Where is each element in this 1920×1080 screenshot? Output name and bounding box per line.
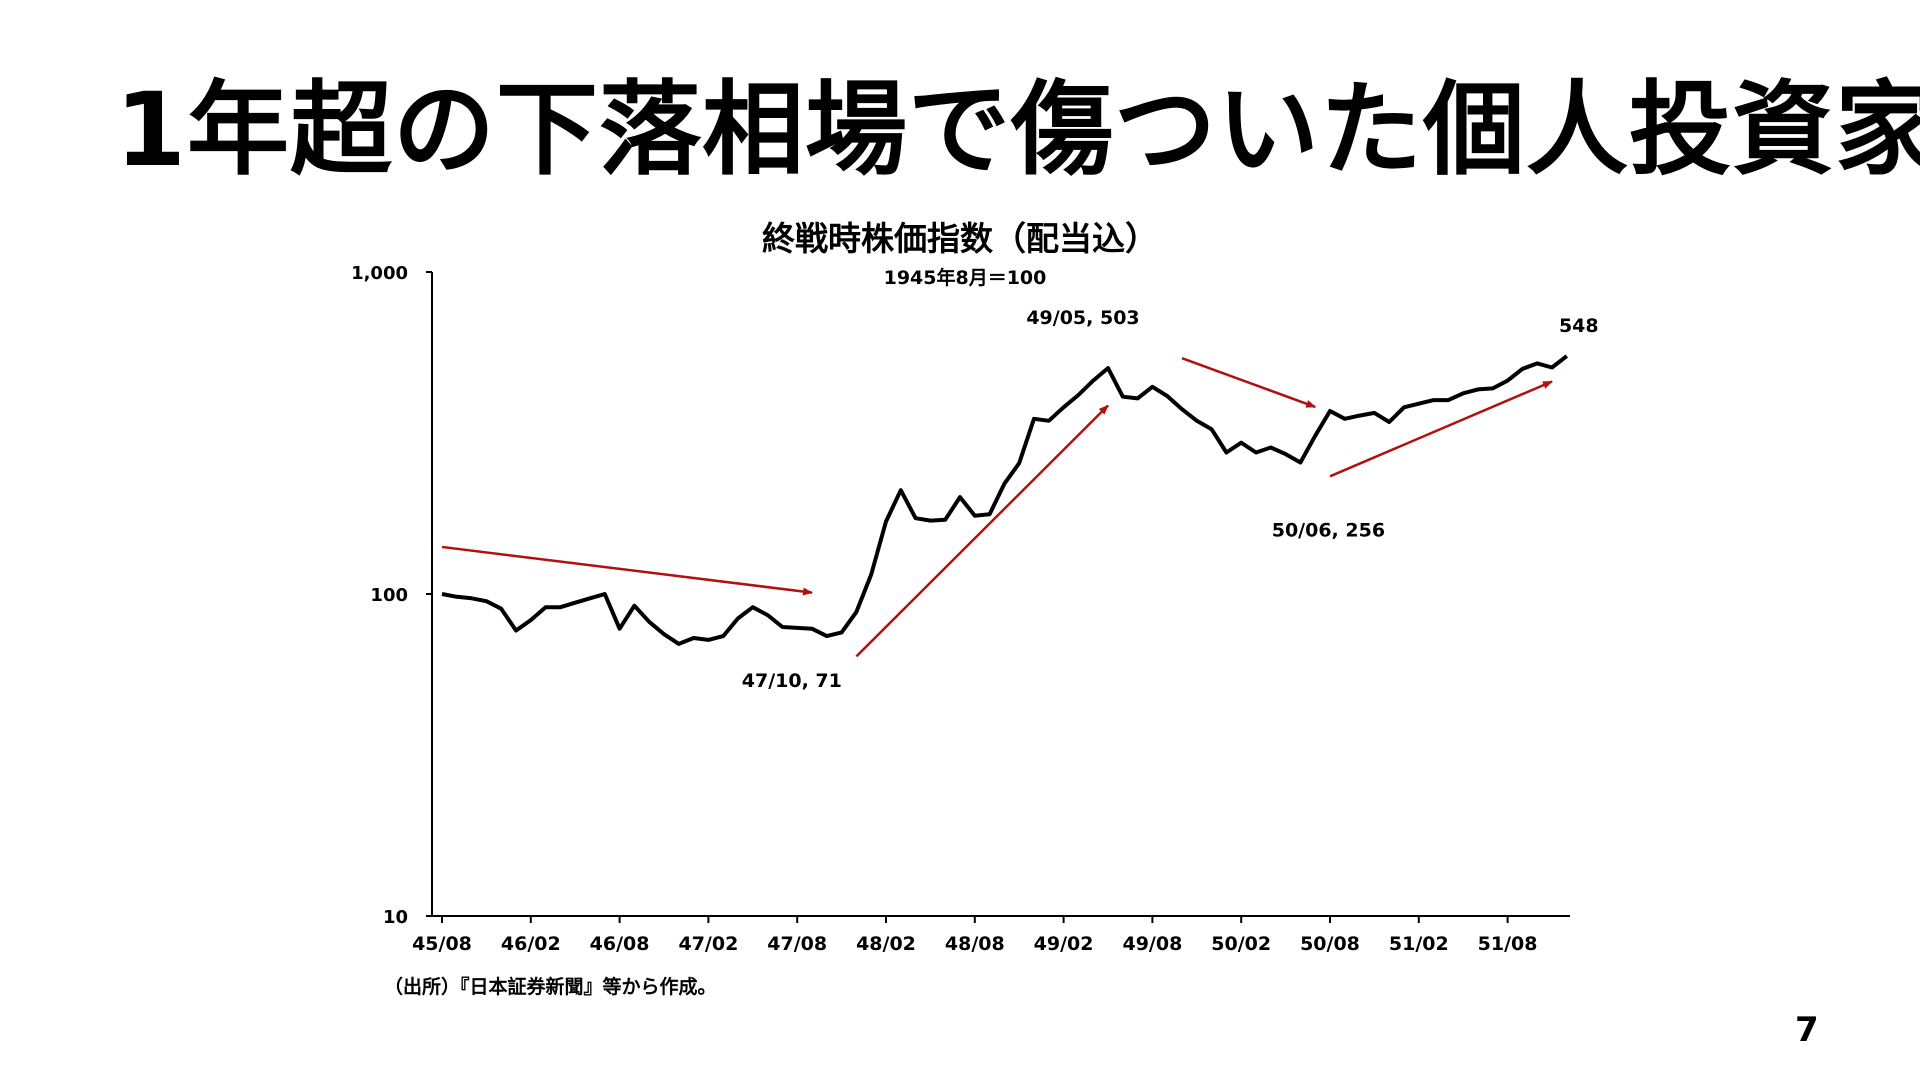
x-tick-label: 49/02 xyxy=(1034,933,1094,955)
data-label: 548 xyxy=(1559,315,1599,337)
x-tick-label: 47/02 xyxy=(678,933,738,955)
data-label: 47/10, 71 xyxy=(742,670,842,692)
source-note: （出所）『日本証券新聞』等から作成。 xyxy=(384,976,717,998)
x-tick-label: 46/02 xyxy=(501,933,561,955)
x-tick-label: 48/02 xyxy=(856,933,916,955)
x-tick-label: 50/08 xyxy=(1300,933,1360,955)
x-tick-label: 51/02 xyxy=(1389,933,1449,955)
trend-arrow xyxy=(1181,356,1317,409)
slide-title: 1年超の下落相場で傷ついた個人投資家 xyxy=(115,71,1920,190)
x-tick-label: 51/08 xyxy=(1478,933,1538,955)
page-number: 7 xyxy=(1795,1010,1819,1050)
x-tick-label: 47/08 xyxy=(767,933,827,955)
y-tick-label: 100 xyxy=(370,585,408,606)
x-tick-label: 46/08 xyxy=(590,933,650,955)
trend-arrow xyxy=(1329,380,1553,478)
x-tick-label: 50/02 xyxy=(1211,933,1271,955)
trend-arrow xyxy=(441,545,813,596)
x-tick-label: 49/08 xyxy=(1122,933,1182,955)
y-tick-label: 1,000 xyxy=(351,263,408,284)
x-tick-label: 48/08 xyxy=(945,933,1005,955)
y-tick-label: 10 xyxy=(383,907,408,928)
x-tick-label: 45/08 xyxy=(412,933,472,955)
chart-title: 終戦時株価指数（配当込） xyxy=(762,219,1158,258)
chart-subtitle: 1945年8月＝100 xyxy=(884,266,1047,289)
series-line xyxy=(441,354,1569,646)
data-label: 50/06, 256 xyxy=(1272,520,1385,542)
data-label: 49/05, 503 xyxy=(1026,307,1139,329)
trend-arrow xyxy=(855,404,1109,658)
